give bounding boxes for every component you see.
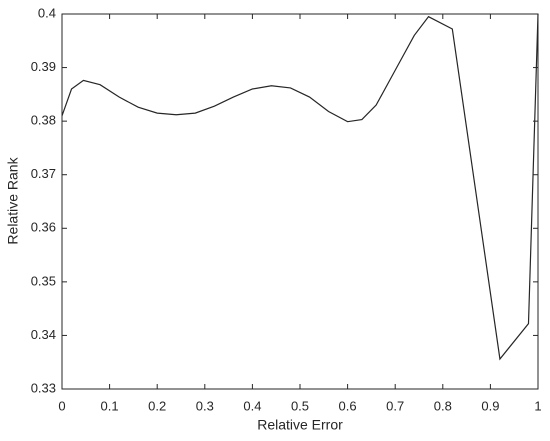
- x-tick-label: 0.2: [148, 398, 166, 413]
- y-axis-label: Relative Rank: [5, 156, 21, 244]
- x-tick-label: 0.7: [386, 398, 404, 413]
- y-tick-label: 0.39: [31, 59, 56, 74]
- data-line: [61, 13, 539, 361]
- x-tick-label: 0.3: [196, 398, 214, 413]
- x-tick-label: 0.1: [101, 398, 119, 413]
- y-tick-label: 0.35: [31, 273, 56, 288]
- y-tick-label: 0.34: [31, 327, 56, 342]
- x-tick-label: 0.9: [481, 398, 499, 413]
- x-axis-label: Relative Error: [257, 417, 343, 433]
- y-tick-label: 0.38: [31, 113, 56, 128]
- x-tick-label: 0.5: [291, 398, 309, 413]
- x-tick-label: 0.8: [434, 398, 452, 413]
- y-tick-label: 0.33: [31, 380, 56, 395]
- y-tick-label: 0.37: [31, 166, 56, 181]
- x-tick-label: 0.6: [339, 398, 357, 413]
- x-tick-label: 0.4: [243, 398, 261, 413]
- x-tick-label: 1: [534, 398, 541, 413]
- y-tick-label: 0.4: [38, 5, 56, 20]
- plot-area: [61, 13, 539, 390]
- x-tick-label: 0: [58, 398, 65, 413]
- y-tick-label: 0.36: [31, 220, 56, 235]
